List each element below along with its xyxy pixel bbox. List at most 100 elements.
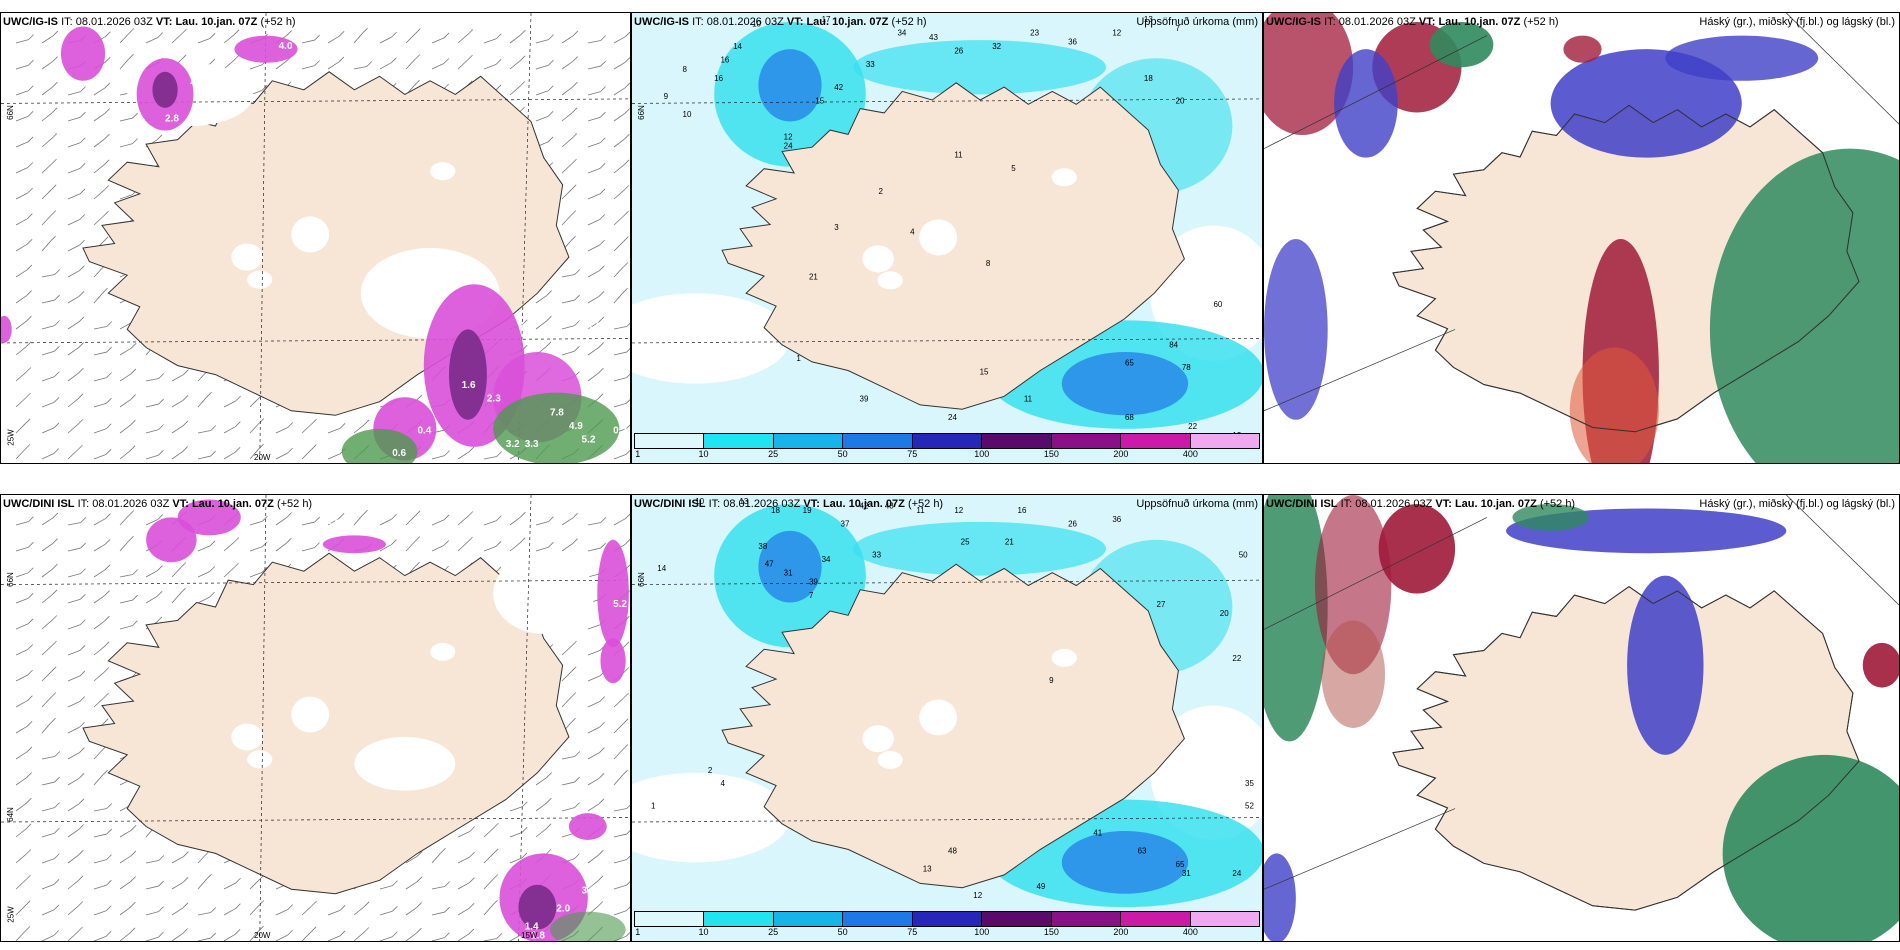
wind-barb — [145, 565, 163, 578]
snow-area — [600, 638, 626, 684]
wind-barb — [15, 136, 34, 148]
low-cloud — [1550, 49, 1742, 158]
wind-barb — [93, 397, 112, 408]
wind-barb — [301, 444, 317, 460]
wind-barb — [483, 874, 499, 890]
wind-barb — [15, 926, 31, 941]
wind-barb — [223, 903, 241, 916]
legend-label: 10 — [698, 927, 709, 937]
wind-barb — [15, 187, 33, 200]
wind-barb — [301, 900, 317, 916]
wind-barb — [275, 537, 292, 552]
wind-barb — [327, 513, 345, 526]
wind-barb — [119, 876, 136, 890]
wind-barb — [457, 877, 475, 890]
wind-barb — [587, 542, 606, 552]
wind-barb — [483, 33, 502, 44]
wind-value-label: -1.7 — [83, 509, 101, 520]
precip-value-label: 21 — [809, 273, 818, 282]
wind-barb — [223, 55, 240, 70]
wind-barb — [431, 932, 450, 941]
low-cloud — [1264, 239, 1328, 420]
wind-barb — [15, 721, 33, 734]
wind-barb — [93, 159, 110, 174]
wind-barb — [67, 517, 87, 526]
wind-barb — [93, 803, 113, 812]
lat-label: 25W — [6, 429, 16, 446]
wind-barb — [457, 511, 474, 526]
wind-barb — [41, 56, 58, 70]
no-precip — [632, 293, 790, 384]
wind-barb — [483, 933, 503, 941]
wind-barb — [41, 133, 58, 148]
wind-value-label: 1.8 — [531, 931, 545, 942]
wind-barb — [483, 822, 499, 838]
clear-area — [354, 736, 456, 791]
wind-barb — [119, 825, 137, 838]
wind-barb — [41, 930, 60, 941]
mid-cloud — [1709, 148, 1899, 463]
wind-barb — [587, 798, 605, 812]
wind-barb — [15, 644, 34, 656]
precip-value-label: 48 — [948, 846, 957, 855]
wind-barb — [15, 392, 31, 408]
legend-label: 1 — [635, 927, 641, 937]
wind-barb — [613, 236, 629, 252]
panel-subtitle: Uppsöfnuð úrkoma (mm) — [1136, 16, 1258, 28]
low-cloud — [1264, 853, 1296, 941]
wind-value-label: 5.2 — [613, 599, 627, 610]
wind-barb — [93, 854, 112, 864]
coastline — [1392, 104, 1860, 433]
precip-value-label: 32 — [992, 42, 1001, 51]
wind-barb — [93, 321, 113, 330]
legend-label: 200 — [1113, 449, 1129, 459]
wind-barb — [41, 448, 60, 460]
precip-value-label: 8 — [683, 65, 688, 74]
wind-barb — [587, 367, 604, 382]
wind-barb — [15, 849, 32, 864]
wind-barb — [41, 751, 61, 760]
wind-barb — [197, 591, 215, 604]
wind-barb — [171, 902, 189, 916]
precip-value-label: 25 — [961, 537, 970, 546]
wind-barb — [301, 418, 317, 434]
wind-barb — [119, 850, 137, 864]
wind-barb — [613, 769, 628, 786]
wind-barb — [457, 928, 475, 941]
precip-value-label: 12 — [973, 891, 982, 900]
wind-barb — [457, 851, 475, 864]
precip-value-label: 16 — [1018, 506, 1027, 515]
wind-barb — [93, 287, 108, 304]
panel-precip-igis: UWC/IG-IS IT: 08.01.2026 03Z VT: Lau. 10… — [631, 12, 1263, 464]
wind-barb — [15, 85, 34, 96]
wind-barb — [119, 138, 138, 148]
wind-barb — [457, 903, 475, 916]
mid-cloud — [1264, 495, 1328, 742]
precip-value-label: 13 — [923, 864, 932, 873]
wind-value-label: 0.6 — [392, 448, 406, 459]
wind-barb — [301, 542, 320, 552]
wind-value-label: 2.0 — [556, 904, 570, 915]
wind-barb — [587, 747, 605, 760]
precip-value-label: 22 — [1188, 422, 1197, 431]
wind-barb — [483, 515, 502, 526]
wind-value-label: 4.9 — [569, 421, 583, 432]
wind-barb — [119, 510, 135, 526]
wind-barb — [41, 853, 60, 864]
wind-barb — [431, 540, 450, 552]
precip-value-label: 18 — [771, 506, 780, 515]
wind-barb — [67, 393, 84, 408]
precip-value-label: 42 — [834, 83, 843, 92]
wind-barb — [405, 54, 421, 70]
wind-value-label: 7.8 — [550, 407, 564, 418]
legend-label: 10 — [698, 449, 709, 459]
wind-barb — [171, 446, 188, 460]
wind-barb — [15, 516, 34, 526]
precip-value-label: 16 — [714, 74, 723, 83]
precip-value-label: 41 — [1093, 828, 1102, 837]
wind-barb — [15, 367, 32, 382]
wind-barb — [67, 773, 85, 786]
snow-area — [597, 539, 629, 648]
high-cloud — [1321, 620, 1386, 728]
wind-barb — [119, 112, 138, 122]
